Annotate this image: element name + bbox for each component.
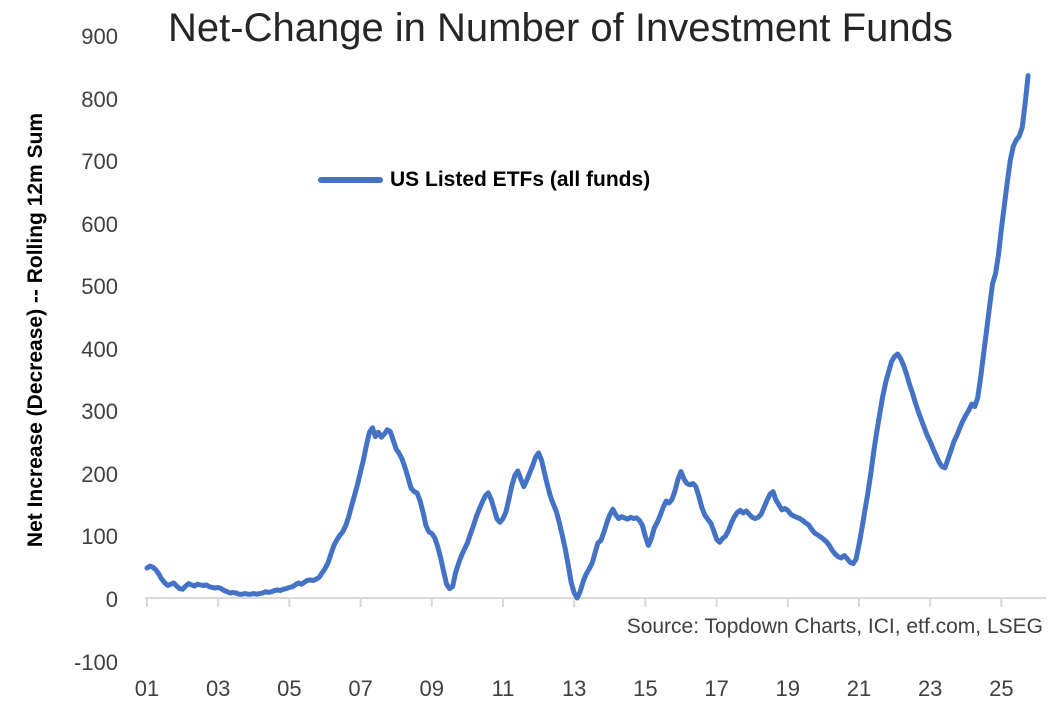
x-tick-label: 09 (419, 676, 445, 701)
x-tick-label: 07 (348, 676, 373, 701)
y-tick-label: 500 (81, 274, 118, 300)
y-tick-label: 100 (81, 524, 118, 550)
x-tick-label: 01 (134, 676, 160, 701)
y-tick-label: 400 (81, 336, 118, 362)
x-tick-label: 13 (561, 676, 587, 701)
y-tick-label: 300 (81, 399, 118, 425)
y-tick-label: 200 (81, 461, 118, 487)
y-tick-label: 0 (105, 587, 118, 612)
x-tick-label: 25 (989, 676, 1014, 701)
series-line-us-listed-etfs (144, 73, 1031, 601)
x-tick-label: 11 (491, 676, 515, 701)
source-note: Source: Topdown Charts, ICI, etf.com, LS… (626, 615, 1043, 638)
y-tick-label: 700 (81, 149, 118, 175)
x-tick-label: 17 (704, 676, 729, 701)
x-tick-label: 03 (205, 676, 231, 701)
legend-label: US Listed ETFs (all funds) (390, 168, 651, 191)
y-tick-label: 800 (81, 86, 118, 112)
y-tick-label: 900 (81, 23, 118, 49)
chart-title: Net-Change in Number of Investment Funds (168, 6, 953, 50)
x-tick-label: 21 (846, 676, 872, 701)
x-tick-label: 19 (775, 676, 801, 701)
legend-line-swatch (318, 177, 383, 183)
x-tick-label: 15 (633, 676, 658, 701)
x-tick-label: 23 (917, 676, 943, 701)
x-tick-label: 05 (277, 676, 302, 701)
y-tick-label: -100 (73, 649, 118, 675)
y-tick-label: 600 (81, 211, 118, 237)
legend: US Listed ETFs (all funds) (318, 168, 650, 192)
